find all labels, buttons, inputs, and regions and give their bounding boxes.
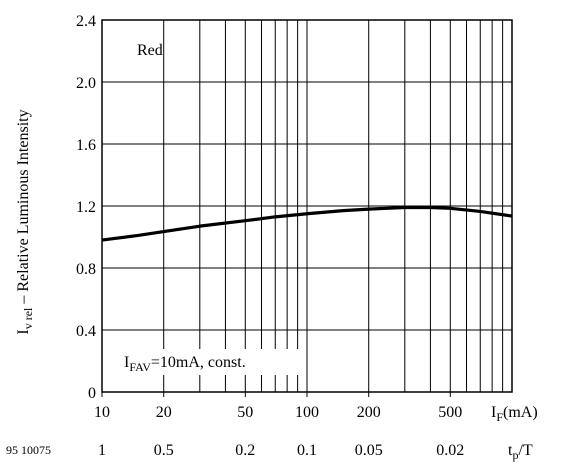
series-label-red: Red: [137, 42, 163, 59]
y-tick-label: 2.0: [76, 75, 96, 92]
x-tick-label: 20: [156, 404, 172, 421]
x-tick-label: 500: [438, 404, 462, 421]
secondary-x-axis-label-rest: /T: [518, 442, 532, 459]
x-tick-label: 100: [295, 404, 319, 421]
figure-number: 95 10075: [6, 443, 51, 457]
y-tick-label: 0.8: [76, 261, 96, 278]
x-tick-labels: 10 20 50 100 200 500: [94, 404, 462, 421]
secondary-x-tick-label: 0.2: [235, 442, 255, 459]
x-tick-label: 10: [94, 404, 110, 421]
plot-frame: [101, 19, 513, 393]
y-tick-label: 0: [88, 385, 96, 402]
secondary-x-tick-label: 0.1: [297, 442, 317, 459]
annotation-rest: =10mA, const.: [151, 354, 246, 371]
secondary-x-tick-labels: 1 0.5 0.2 0.1 0.05 0.02: [98, 442, 464, 459]
annotation-sub: FAV: [129, 360, 151, 374]
grid-lines: [102, 19, 512, 393]
secondary-x-axis-label: tp/T: [508, 442, 533, 462]
secondary-x-tick-label: 0.5: [154, 442, 174, 459]
secondary-x-tick-label: 0.02: [436, 442, 464, 459]
y-axis-label-main: I: [15, 329, 32, 334]
x-axis-label: IF(mA): [491, 404, 538, 424]
secondary-x-axis-label-main: t: [508, 442, 513, 459]
y-tick-label: 1.6: [76, 137, 96, 154]
series-curve-red: [101, 205, 513, 242]
y-tick-label: 2.4: [76, 13, 96, 30]
axis-ticks: [101, 392, 451, 397]
x-axis-label-main: I: [491, 404, 496, 421]
y-axis-label-sub: v rel: [21, 307, 35, 329]
y-axis-label-rest: – Relative Luminous Intensity: [15, 109, 32, 307]
y-tick-labels: 0 0.4 0.8 1.2 1.6 2.0 2.4: [76, 13, 96, 402]
x-tick-label: 50: [237, 404, 253, 421]
y-axis-label: Iv rel – Relative Luminous Intensity: [15, 109, 35, 334]
x-tick-label: 200: [357, 404, 381, 421]
series-layer: [101, 205, 513, 242]
x-axis-label-sub: F: [496, 410, 503, 424]
x-axis-label-rest: (mA): [503, 404, 538, 421]
secondary-x-axis-label-sub: p: [512, 448, 518, 462]
annotation-main: I: [124, 354, 129, 371]
annotation-box: [118, 349, 304, 375]
y-tick-label: 0.4: [76, 323, 96, 340]
secondary-x-tick-label: 1: [98, 442, 106, 459]
condition-annotation: IFAV=10mA, const.: [124, 354, 246, 374]
secondary-x-tick-label: 0.05: [355, 442, 383, 459]
y-tick-label: 1.2: [76, 199, 96, 216]
